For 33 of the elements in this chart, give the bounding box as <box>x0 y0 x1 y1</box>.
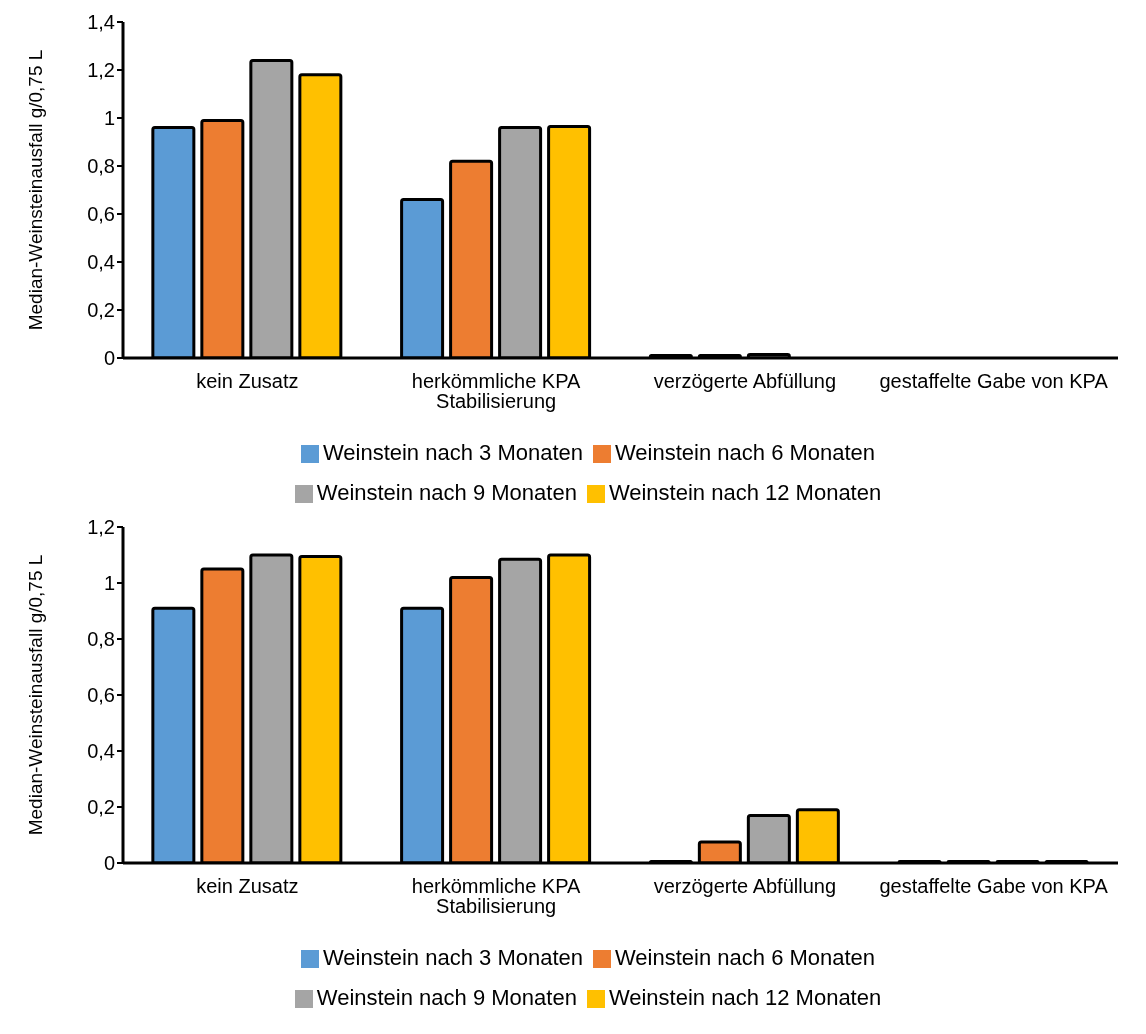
legend-label: Weinstein nach 9 Monaten <box>316 985 577 1010</box>
y-axis-title: Median-Weinsteinausfall g/0,75 L <box>24 554 46 836</box>
legend-label: Weinstein nach 6 Monaten <box>615 945 876 970</box>
y-tick-label: 0,6 <box>87 684 115 707</box>
x-tick-label: herkömmliche KPA Stabilisierung <box>411 875 582 918</box>
y-tick-label: 1 <box>103 107 115 130</box>
legend-label: Weinstein nach 12 Monaten <box>608 480 882 505</box>
y-tick-label: 0,8 <box>87 155 115 178</box>
y-tick-label: 1,2 <box>87 516 115 539</box>
y-axis-title: Median-Weinsteinausfall g/0,75 L <box>24 49 46 331</box>
x-tick-label: gestaffelte Gabe von KPA <box>879 370 1109 393</box>
legend-label: Weinstein nach 3 Monaten <box>322 945 583 970</box>
x-tick-label: herkömmliche KPA Stabilisierung <box>411 370 582 413</box>
y-tick-label: 1 <box>103 572 115 595</box>
legend-label: Weinstein nach 12 Monaten <box>608 985 882 1010</box>
y-tick-label: 0,8 <box>87 628 115 651</box>
x-tick-label: kein Zusatz <box>196 875 299 898</box>
y-tick-label: 0 <box>103 852 115 875</box>
x-tick-label: kein Zusatz <box>196 370 299 393</box>
y-tick-label: 1,4 <box>87 11 115 34</box>
x-tick-label: verzögerte Abfüllung <box>653 875 837 898</box>
x-tick-label: gestaffelte Gabe von KPA <box>879 875 1109 898</box>
y-tick-label: 1,2 <box>87 59 115 82</box>
y-tick-label: 0,4 <box>87 251 115 274</box>
y-tick-label: 0,4 <box>87 740 115 763</box>
y-tick-label: 0,2 <box>87 796 115 819</box>
legend-label: Weinstein nach 6 Monaten <box>615 440 876 465</box>
x-tick-label: verzögerte Abfüllung <box>653 370 837 393</box>
legend-label: Weinstein nach 3 Monaten <box>322 440 583 465</box>
y-tick-label: 0 <box>103 347 115 370</box>
y-tick-label: 0,2 <box>87 299 115 322</box>
y-tick-label: 0,6 <box>87 203 115 226</box>
legend-label: Weinstein nach 9 Monaten <box>316 480 577 505</box>
